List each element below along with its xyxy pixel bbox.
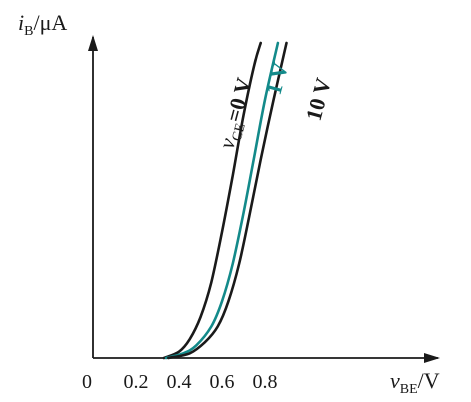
y-axis-label-sub: B [24,24,33,39]
curve-vce-0v [162,41,262,360]
curve-label-suffix: =0 V [221,75,257,125]
y-axis-arrow [88,35,98,51]
curve-label-suffix: 10 V [301,75,336,123]
axes [88,35,440,363]
x-tick-label: 0 [82,371,92,393]
curve-vce-1v [164,41,280,360]
curve-vce-10v [167,41,288,360]
curve-label-1v: 1 V [261,60,293,97]
x-tick-label: 0.6 [210,371,235,393]
y-axis-label-main: i [18,10,24,35]
x-tick-label: 0.4 [167,371,192,393]
x-tick-label: 0.8 [253,371,278,393]
curve-label-10v: 10 V [301,75,336,123]
x-axis-label-unit: /V [418,368,440,393]
curve-label-sub: CE [230,122,249,143]
curve-label-suffix: 1 V [261,60,293,97]
curve-label-vce-0v: vCE=0 V [214,75,261,152]
x-axis-label: vBE/V [390,368,440,397]
y-axis-label-unit: /μA [33,10,67,35]
x-axis-arrow [424,353,440,363]
x-tick-label: 0.2 [124,371,149,393]
curves [162,41,288,360]
y-axis-label: iB/μA [18,10,67,39]
x-axis-label-main: v [390,368,400,393]
x-axis-label-sub: BE [400,382,418,397]
